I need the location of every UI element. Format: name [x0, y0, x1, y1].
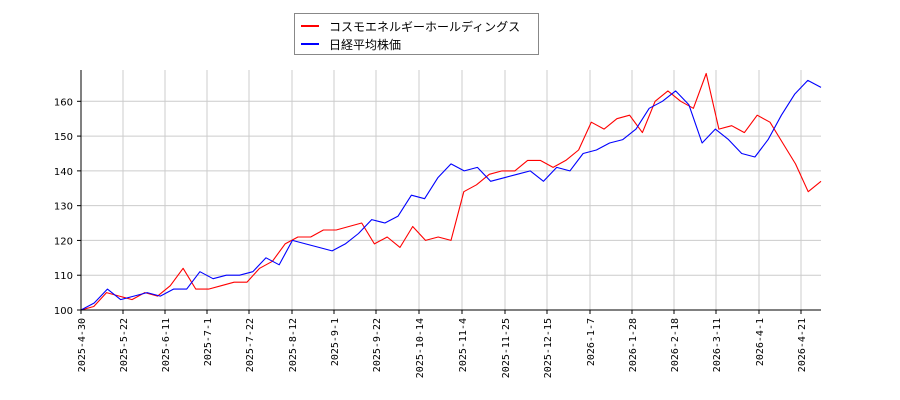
series-line	[80, 72, 822, 311]
svg-text:160: 160	[54, 97, 73, 108]
svg-text:140: 140	[54, 167, 73, 178]
svg-text:2025-11-25: 2025-11-25	[501, 318, 512, 378]
legend-item-nikkei: 日経平均株価	[301, 36, 401, 52]
svg-text:2025-12-15: 2025-12-15	[543, 318, 554, 378]
svg-text:2025-6-11: 2025-6-11	[161, 318, 172, 372]
y-axis-ticks: 100 110 120 130 140 150 160	[54, 97, 81, 317]
svg-text:2025-11-4: 2025-11-4	[458, 318, 469, 372]
svg-text:2025-10-14: 2025-10-14	[415, 318, 426, 378]
svg-text:130: 130	[54, 202, 73, 213]
legend-swatch-red-icon	[301, 25, 319, 27]
svg-text:2026-4-1: 2026-4-1	[755, 318, 766, 366]
svg-text:110: 110	[54, 271, 73, 282]
svg-text:2025-5-22: 2025-5-22	[119, 318, 130, 372]
legend-item-cosmo: コスモエネルギーホールディングス	[301, 18, 520, 34]
x-axis-ticks: 2025-4-30 2025-5-22 2025-6-11 2025-7-1 2025-…	[77, 310, 808, 378]
svg-text:100: 100	[54, 306, 73, 317]
svg-text:2026-1-7: 2026-1-7	[586, 318, 597, 366]
svg-text:2025-8-12: 2025-8-12	[288, 318, 299, 372]
svg-text:2025-4-30: 2025-4-30	[77, 318, 88, 372]
legend-label: 日経平均株価	[329, 37, 402, 52]
svg-text:120: 120	[54, 236, 73, 247]
svg-text:2026-2-18: 2026-2-18	[670, 318, 681, 372]
svg-text:2026-1-28: 2026-1-28	[628, 318, 639, 372]
svg-text:2025-7-22: 2025-7-22	[245, 318, 256, 372]
svg-text:2025-9-22: 2025-9-22	[372, 318, 383, 372]
series-lines	[80, 72, 822, 311]
legend: コスモエネルギーホールディングス 日経平均株価	[294, 13, 539, 55]
series-line	[80, 79, 822, 311]
legend-label: コスモエネルギーホールディングス	[329, 19, 521, 34]
legend-swatch-blue-icon	[301, 43, 319, 45]
svg-text:150: 150	[54, 132, 73, 143]
svg-text:2025-7-1: 2025-7-1	[203, 318, 214, 366]
axes	[80, 70, 821, 311]
svg-text:2025-9-1: 2025-9-1	[330, 318, 341, 366]
grid-lines	[80, 70, 821, 311]
svg-text:2026-3-11: 2026-3-11	[712, 318, 723, 372]
svg-text:2026-4-21: 2026-4-21	[797, 318, 808, 372]
